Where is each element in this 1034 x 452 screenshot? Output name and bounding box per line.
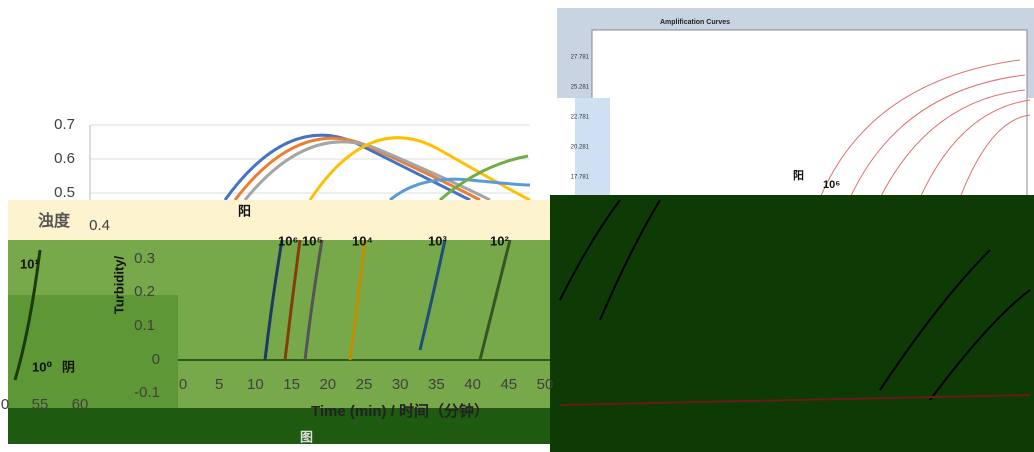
x-tick-label: 45 xyxy=(500,376,517,393)
curves xyxy=(819,59,1031,199)
y-tick-label: 0.6 xyxy=(54,150,75,167)
y-tick-label: 22.781 xyxy=(571,115,590,121)
annotation: 阴 xyxy=(62,359,75,374)
band xyxy=(8,295,178,410)
figure-label: 图 xyxy=(300,429,313,444)
y-axis-label: Turbidity/ xyxy=(111,255,126,314)
y-tick-label: 17.781 xyxy=(571,175,590,181)
y-tick-label: 20.281 xyxy=(571,145,590,151)
x-tick-label: 30 xyxy=(392,376,409,393)
annotation: 10⁶ xyxy=(823,179,840,191)
annotation: 10⁴ xyxy=(352,233,373,248)
x-tick-label: 10 xyxy=(247,376,264,393)
annotation: 10³ xyxy=(428,233,447,248)
y-tick-label: 0.7 xyxy=(54,116,75,133)
y-tick-label: 0.1 xyxy=(134,317,155,334)
y-tick-label: 0.3 xyxy=(134,250,155,267)
curves xyxy=(13,239,512,381)
annotation: 阳 xyxy=(793,168,804,182)
y-axis-label: 浊度 xyxy=(38,211,71,230)
band xyxy=(8,200,550,240)
panel xyxy=(575,98,610,198)
x-tick-label: 60 xyxy=(72,396,89,413)
y-tick-label: -0.1 xyxy=(134,384,160,401)
x-tick-label: 20 xyxy=(319,376,336,393)
panel xyxy=(550,195,1034,452)
annotation: 10¹ xyxy=(20,256,39,271)
y-tick-label: 0.4 xyxy=(89,217,110,234)
y-tick-label: 25.281 xyxy=(571,85,590,91)
band xyxy=(8,408,550,444)
x-tick-label: 0 xyxy=(1,396,9,413)
y-tick-label: 27.781 xyxy=(571,55,590,61)
x-tick-label: 5 xyxy=(215,376,223,393)
curves xyxy=(559,199,1031,401)
y-tick-label: 0 xyxy=(152,351,160,368)
baseline xyxy=(559,394,1031,406)
x-axis-label: Time (min) / 时间（分钟） xyxy=(311,402,489,420)
annotation: 10⁵ xyxy=(302,233,323,248)
x-tick-label: 55 xyxy=(32,396,49,413)
annotation: 10² xyxy=(490,233,509,248)
annotation: 阳 xyxy=(238,203,251,218)
y-tick-label: 0.5 xyxy=(54,184,75,201)
annotation: 10⁰ xyxy=(32,359,52,374)
curves xyxy=(223,133,531,202)
chart-title: Amplification Curves xyxy=(660,19,730,26)
plot-area xyxy=(591,29,1028,199)
y-tick-label: 0.2 xyxy=(134,283,155,300)
x-tick-label: 25 xyxy=(356,376,373,393)
x-tick-label: 40 xyxy=(464,376,481,393)
x-tick-label: 0 xyxy=(179,376,187,393)
x-tick-label: 50 xyxy=(537,376,554,393)
x-tick-label: 35 xyxy=(428,376,445,393)
annotation: 10⁶ xyxy=(278,233,298,248)
x-tick-label: 15 xyxy=(283,376,300,393)
